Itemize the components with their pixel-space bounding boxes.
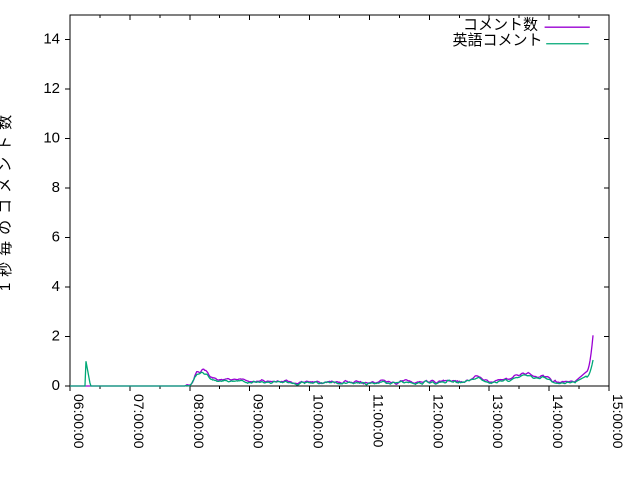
svg-text:13:00:00: 13:00:00 <box>490 394 506 449</box>
svg-text:10: 10 <box>43 130 60 147</box>
svg-text:10:00:00: 10:00:00 <box>311 394 327 449</box>
svg-text:11:00:00: 11:00:00 <box>370 394 386 448</box>
svg-text:12: 12 <box>43 80 60 97</box>
svg-text:15:00:00: 15:00:00 <box>610 394 626 449</box>
svg-text:2: 2 <box>52 327 60 344</box>
svg-text:0: 0 <box>52 377 60 394</box>
svg-text:コメント数: コメント数 <box>463 17 538 34</box>
svg-text:8: 8 <box>52 179 60 196</box>
svg-text:英語コメント: 英語コメント <box>452 31 542 49</box>
svg-text:1秒毎のコメント数: 1秒毎のコメント数 <box>0 109 14 291</box>
svg-text:14: 14 <box>43 31 60 48</box>
svg-text:08:00:00: 08:00:00 <box>191 394 207 449</box>
svg-text:6: 6 <box>52 229 60 246</box>
svg-text:4: 4 <box>52 278 60 295</box>
svg-text:14:00:00: 14:00:00 <box>550 394 566 449</box>
svg-text:06:00:00: 06:00:00 <box>71 394 87 449</box>
svg-text:12:00:00: 12:00:00 <box>430 394 446 449</box>
svg-text:07:00:00: 07:00:00 <box>131 394 147 449</box>
svg-text:09:00:00: 09:00:00 <box>251 394 267 449</box>
